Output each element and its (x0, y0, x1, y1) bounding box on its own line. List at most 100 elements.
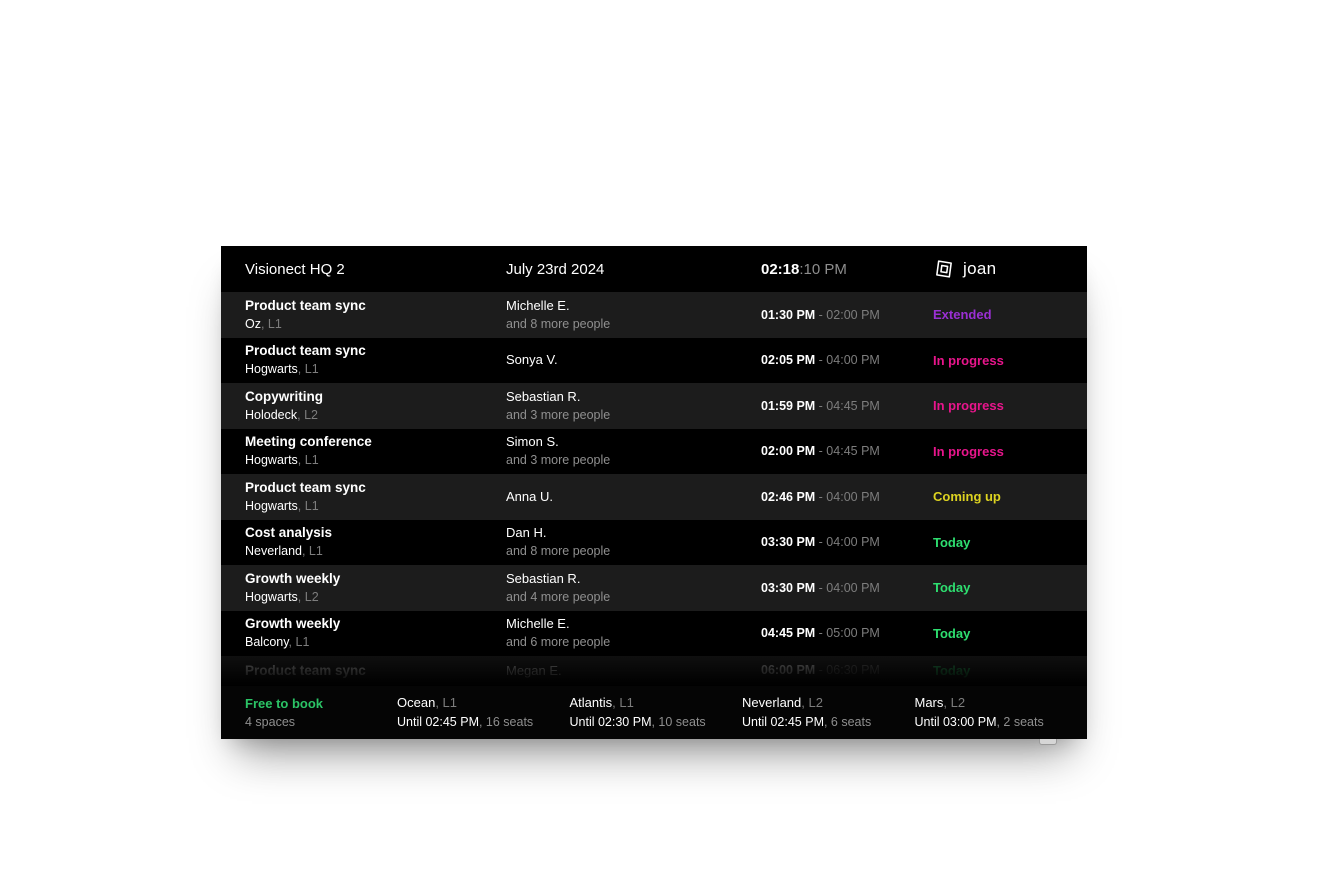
meeting-status: Today (933, 625, 971, 641)
meeting-time-end: - 02:00 PM (815, 307, 880, 322)
room-until-time: Until 02:45 PM (397, 714, 479, 729)
meeting-time: 03:30 PM - 04:00 PM (761, 535, 933, 549)
free-spaces-count: 4 spaces (245, 715, 296, 729)
meeting-organizer-cell: Dan H. and 8 more people (506, 525, 761, 559)
meeting-organizer-cell: Sebastian R. and 3 more people (506, 389, 761, 423)
room-name-text: Hogwarts (245, 498, 298, 513)
room-seats: , 10 seats (651, 714, 706, 729)
meeting-time: 01:59 PM - 04:45 PM (761, 399, 933, 413)
free-room-name-text: Atlantis (569, 695, 613, 711)
room-name: Ocean, L1 (397, 695, 570, 711)
meeting-time-start: 01:59 PM (761, 398, 816, 413)
meeting-row[interactable]: Meeting conference Hogwarts, L1 Simon S.… (221, 428, 1087, 474)
room-name-text: Hogwarts (245, 589, 298, 604)
meeting-organizer: Simon S. (506, 434, 559, 450)
meeting-status: In progress (933, 398, 1004, 414)
room-name-text: Hogwarts (245, 453, 298, 468)
free-room-name-text: Ocean (397, 695, 436, 711)
brand-name: joan (963, 259, 997, 278)
meeting-status: Today (933, 663, 971, 678)
meeting-organizer-cell: Sebastian R. and 4 more people (506, 571, 761, 605)
header-location: Visionect HQ 2 (245, 260, 345, 278)
meeting-room: Hogwarts, L1 (245, 499, 506, 514)
free-to-book-block: Free to book 4 spaces (245, 696, 397, 729)
room-card[interactable]: Atlantis, L1 Until 02:30 PM, 10 seats (570, 695, 743, 730)
header-clock: 02:18:10 PM (761, 261, 933, 278)
clock-seconds: :10 PM (799, 260, 847, 278)
meeting-status: Extended (933, 307, 992, 323)
meeting-organizer-cell: Megan E. (506, 656, 761, 679)
meeting-title-cell: Growth weekly Balcony, L1 (245, 616, 506, 650)
board-header: Visionect HQ 2 July 23rd 2024 02:18:10 P… (221, 246, 1087, 292)
meeting-organizer-cell: Sonya V. (506, 352, 761, 368)
meeting-row[interactable]: Product team sync Hogwarts, L1 Sonya V. … (221, 337, 1087, 383)
meeting-organizer-cell: Anna U. (506, 489, 761, 505)
meeting-time-start: 03:30 PM (761, 535, 816, 550)
room-name-text: Hogwarts (245, 362, 298, 377)
meeting-time-start: 01:30 PM (761, 307, 816, 322)
room-seats: , 2 seats (996, 714, 1044, 729)
meeting-row[interactable]: Product team sync Hogwarts, L1 Anna U. 0… (221, 474, 1087, 520)
room-seats: , 16 seats (478, 714, 534, 729)
meeting-row[interactable]: Copywriting Holodeck, L2 Sebastian R. an… (221, 383, 1087, 429)
clock-time: 02:18 (761, 260, 800, 278)
meeting-status: In progress (933, 352, 1004, 368)
board-footer: Free to book 4 spaces Ocean, L1 Until 02… (221, 686, 1087, 739)
room-name-text: Holodeck (245, 407, 298, 422)
meeting-title-cell: Copywriting Holodeck, L2 (245, 389, 506, 423)
room-floor-text: , L2 (297, 589, 319, 604)
meeting-time-end: - 04:45 PM (815, 444, 880, 459)
room-name-text: Oz (245, 316, 261, 331)
meeting-time: 01:30 PM - 02:00 PM (761, 308, 933, 322)
meeting-organizer: Sebastian R. (506, 570, 581, 586)
meeting-organizer: Dan H. (506, 525, 547, 541)
meeting-title: Cost analysis (245, 525, 333, 541)
meeting-organizer-cell: Simon S. and 3 more people (506, 434, 761, 468)
meeting-row[interactable]: Cost analysis Neverland, L1 Dan H. and 8… (221, 519, 1087, 565)
room-floor-text: , L1 (297, 362, 319, 377)
meeting-title-cell: Cost analysis Neverland, L1 (245, 525, 506, 559)
brand-logo: joan (933, 258, 1087, 280)
meeting-attendees: and 8 more people (506, 544, 611, 559)
meeting-row[interactable]: Product team sync Megan E. 06:00 PM - 06… (221, 656, 1087, 686)
room-card[interactable]: Ocean, L1 Until 02:45 PM, 16 seats (397, 695, 570, 730)
meeting-time: 02:00 PM - 04:45 PM (761, 444, 933, 458)
meeting-time-start: 02:46 PM (761, 489, 816, 504)
meeting-title: Product team sync (245, 479, 366, 495)
meeting-title: Copywriting (245, 388, 323, 404)
meeting-title: Product team sync (245, 297, 366, 313)
meeting-time: 04:45 PM - 05:00 PM (761, 626, 933, 640)
meeting-status: Today (933, 534, 971, 550)
meeting-organizer: Michelle E. (506, 616, 570, 632)
meeting-time-start: 02:00 PM (761, 444, 816, 459)
meeting-attendees: and 3 more people (506, 407, 611, 422)
meeting-time-end: - 06:30 PM (815, 663, 880, 677)
meeting-row[interactable]: Product team sync Oz, L1 Michelle E. and… (221, 292, 1087, 338)
meeting-status: In progress (933, 443, 1004, 459)
meeting-title: Product team sync (245, 343, 366, 359)
room-card[interactable]: Neverland, L2 Until 02:45 PM, 6 seats (742, 695, 915, 730)
room-name-text: Balcony (245, 635, 289, 650)
room-floor-text: , L1 (297, 453, 319, 468)
meeting-title: Growth weekly (245, 616, 341, 632)
meeting-organizer-cell: Michelle E. and 6 more people (506, 616, 761, 650)
meeting-row[interactable]: Growth weekly Hogwarts, L2 Sebastian R. … (221, 565, 1087, 611)
meeting-organizer: Megan E. (506, 663, 562, 678)
room-floor-text: , L1 (288, 635, 310, 650)
meeting-organizer: Michelle E. (506, 297, 570, 313)
meeting-room: Balcony, L1 (245, 635, 506, 650)
meeting-room: Holodeck, L2 (245, 408, 506, 423)
room-name: Mars, L2 (915, 695, 1088, 711)
meeting-time-start: 03:30 PM (761, 580, 816, 595)
room-card[interactable]: Mars, L2 Until 03:00 PM, 2 seats (915, 695, 1088, 730)
meeting-status: Coming up (933, 489, 1001, 505)
device-notch (1039, 739, 1057, 745)
free-room-name-text: Neverland (742, 695, 802, 711)
room-name: Atlantis, L1 (570, 695, 743, 711)
meeting-row[interactable]: Growth weekly Balcony, L1 Michelle E. an… (221, 610, 1087, 656)
meeting-time: 02:46 PM - 04:00 PM (761, 490, 933, 504)
meeting-attendees: and 6 more people (506, 635, 611, 650)
header-date: July 23rd 2024 (506, 260, 605, 278)
meeting-time-start: 06:00 PM (761, 663, 816, 677)
meeting-time-start: 02:05 PM (761, 353, 816, 368)
